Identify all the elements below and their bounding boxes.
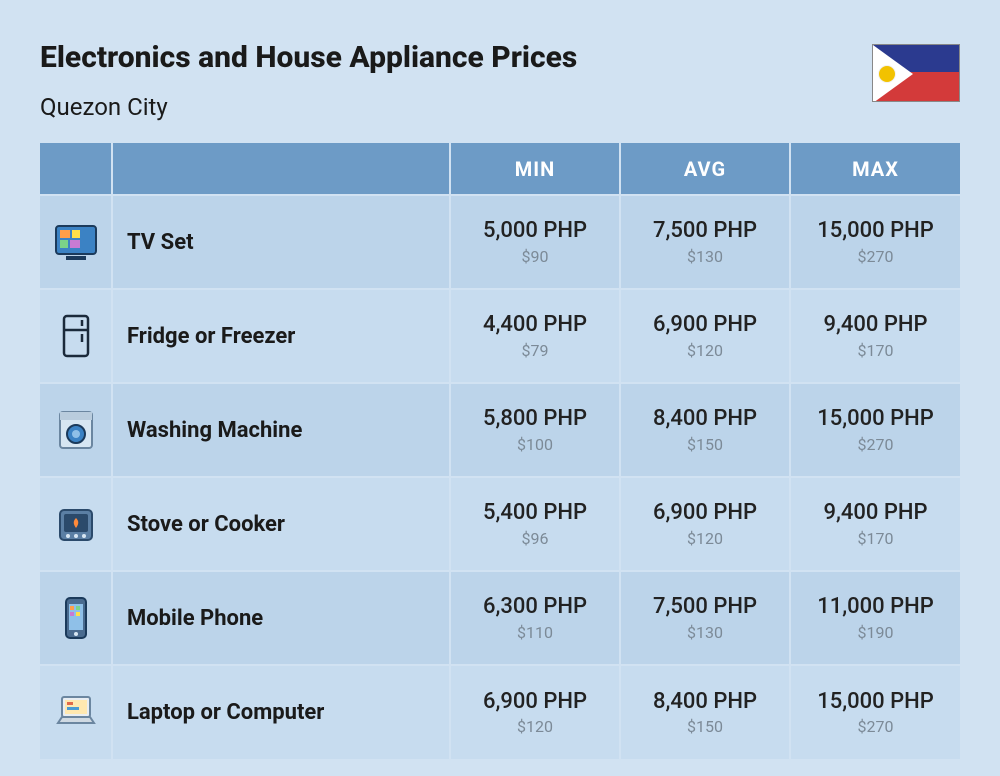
fridge-icon [40,289,112,383]
price-max: 9,400 PHP $170 [790,477,960,571]
price-max: 15,000 PHP $270 [790,195,960,289]
price-usd: $170 [791,341,960,360]
laptop-icon [40,665,112,759]
table-row: Laptop or Computer6,900 PHP $1208,400 PHP… [40,665,960,759]
price-php: 9,400 PHP [791,500,960,526]
price-usd: $150 [621,435,789,454]
price-php: 5,800 PHP [451,406,619,432]
washer-icon [40,383,112,477]
price-avg: 8,400 PHP $150 [620,665,790,759]
price-avg: 7,500 PHP $130 [620,195,790,289]
price-php: 6,900 PHP [621,312,789,338]
item-name: Washing Machine [112,383,450,477]
price-min: 6,300 PHP $110 [450,571,620,665]
price-max: 15,000 PHP $270 [790,665,960,759]
price-php: 8,400 PHP [621,406,789,432]
price-php: 15,000 PHP [791,406,960,432]
price-php: 11,000 PHP [791,594,960,620]
item-name: Laptop or Computer [112,665,450,759]
price-php: 8,400 PHP [621,689,789,715]
price-usd: $100 [451,435,619,454]
phone-icon [40,571,112,665]
table-row: Stove or Cooker5,400 PHP $966,900 PHP $120… [40,477,960,571]
header-min: MIN [450,143,620,195]
price-usd: $79 [451,341,619,360]
price-min: 6,900 PHP $120 [450,665,620,759]
page-subtitle: Quezon City [40,93,577,121]
header-avg: AVG [620,143,790,195]
price-php: 5,000 PHP [451,218,619,244]
price-avg: 7,500 PHP $130 [620,571,790,665]
price-usd: $270 [791,717,960,736]
price-avg: 8,400 PHP $150 [620,383,790,477]
table-row: Washing Machine5,800 PHP $1008,400 PHP $15… [40,383,960,477]
price-php: 5,400 PHP [451,500,619,526]
price-min: 5,800 PHP $100 [450,383,620,477]
price-max: 15,000 PHP $270 [790,383,960,477]
price-min: 5,000 PHP $90 [450,195,620,289]
table-row: Mobile Phone6,300 PHP $1107,500 PHP $13011… [40,571,960,665]
price-usd: $110 [451,623,619,642]
price-php: 6,900 PHP [621,500,789,526]
price-php: 6,300 PHP [451,594,619,620]
price-usd: $120 [621,341,789,360]
table-row: TV Set5,000 PHP $907,500 PHP $13015,000 PH… [40,195,960,289]
price-php: 9,400 PHP [791,312,960,338]
table-header-row: MIN AVG MAX [40,143,960,195]
price-table: MIN AVG MAX TV Set5,000 PHP$907,500 PHP$… [40,143,960,759]
price-min: 4,400 PHP $79 [450,289,620,383]
flag-philippines-icon [872,44,960,102]
price-usd: $270 [791,247,960,266]
price-usd: $130 [621,247,789,266]
header-max: MAX [790,143,960,195]
price-php: 6,900 PHP [451,689,619,715]
header-blank-name [112,143,450,195]
price-php: 7,500 PHP [621,594,789,620]
price-usd: $270 [791,435,960,454]
header-blank-icon [40,143,112,195]
price-php: 4,400 PHP [451,312,619,338]
header-row: Electronics and House Appliance Prices Q… [40,40,960,143]
table-row: Fridge or Freezer4,400 PHP$796,900 PHP$1… [40,289,960,383]
price-usd: $90 [451,247,619,266]
tv-icon [40,195,112,289]
price-max: 11,000 PHP $190 [790,571,960,665]
price-min: 5,400 PHP $96 [450,477,620,571]
price-php: 15,000 PHP [791,218,960,244]
price-php: 7,500 PHP [621,218,789,244]
price-avg: 6,900 PHP $120 [620,289,790,383]
price-php: 15,000 PHP [791,689,960,715]
page-container: Electronics and House Appliance Prices Q… [0,0,1000,759]
price-usd: $120 [621,529,789,548]
page-title: Electronics and House Appliance Prices [40,40,577,75]
price-usd: $96 [451,529,619,548]
price-usd: $190 [791,623,960,642]
item-name: TV Set [112,195,450,289]
price-usd: $170 [791,529,960,548]
item-name: Fridge or Freezer [112,289,450,383]
stove-icon [40,477,112,571]
price-usd: $120 [451,717,619,736]
item-name: Mobile Phone [112,571,450,665]
price-avg: 6,900 PHP $120 [620,477,790,571]
price-usd: $130 [621,623,789,642]
item-name: Stove or Cooker [112,477,450,571]
price-usd: $150 [621,717,789,736]
price-max: 9,400 PHP $170 [790,289,960,383]
